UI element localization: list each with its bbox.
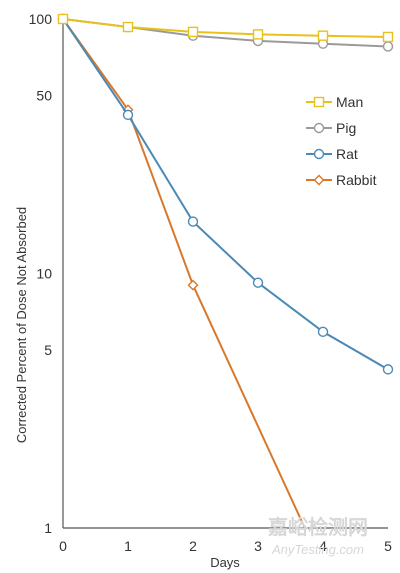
series-line-rat [62,18,389,371]
legend-marker [313,174,325,186]
x-axis-title: Days [210,555,240,570]
y-tick-label: 1 [44,520,52,536]
legend-label: Rabbit [336,172,377,188]
watermark: 嘉峪检测网 AnyTesting.com [267,515,368,557]
legend-item-pig: Pig [306,120,356,136]
legend-item-rat: Rat [306,146,358,162]
series-line-man [62,18,389,38]
data-point [317,30,329,41]
legend-label: Pig [336,120,356,136]
x-tick-label: 2 [189,538,197,554]
watermark-url: AnyTesting.com [271,542,364,557]
data-point [252,29,264,40]
series-lines [57,13,394,529]
legend-marker [313,122,325,134]
data-point [187,216,199,227]
data-point [382,31,394,43]
x-tick-label: 4 [319,538,327,554]
y-axis-title: Corrected Percent of Dose Not Absorbed [14,207,29,443]
legend-marker [313,148,325,160]
legend-item-rabbit: Rabbit [306,172,377,188]
legend-label: Rat [336,146,358,162]
legend-label: Man [336,94,363,110]
legend: Man Pig Rat Rabbit [306,94,377,188]
data-point [187,279,199,291]
axes [62,19,388,529]
y-tick-label: 5 [44,342,52,358]
series-line-rabbit [62,18,306,529]
legend-item-man: Man [306,94,363,110]
series-rat [57,13,394,375]
data-point [122,109,134,121]
y-tick-label: 10 [36,266,52,282]
x-tick-label: 5 [384,538,392,554]
data-point [57,13,69,25]
data-point [187,26,199,38]
data-point [382,41,394,52]
x-tick-label: 1 [124,538,132,554]
x-tick-label: 0 [59,538,67,554]
data-point [252,277,264,288]
data-point [382,364,394,375]
series-man [57,13,394,43]
series-rabbit [57,13,306,529]
data-point [122,21,134,33]
watermark-title: 嘉峪检测网 [267,515,368,539]
x-tick-label: 3 [254,538,262,554]
legend-marker [313,96,325,108]
data-point [317,326,329,338]
y-tick-label: 50 [36,88,52,104]
y-tick-label: 100 [29,11,53,27]
